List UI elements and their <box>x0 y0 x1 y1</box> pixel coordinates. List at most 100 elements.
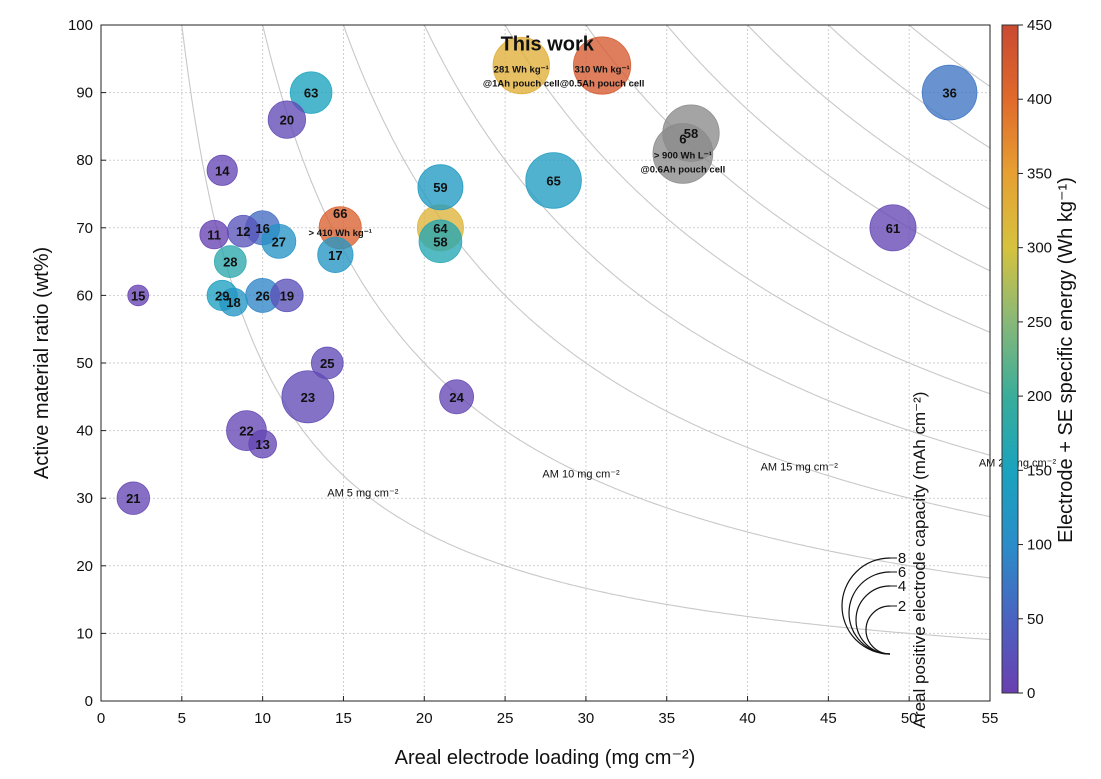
bubble-point <box>127 284 150 307</box>
bubble-label: 24 <box>449 390 464 405</box>
colorbar-ticks: 0 50 100 150 200 250 300 350 400 450 <box>1018 17 1052 702</box>
bubble-point <box>572 36 632 95</box>
bubble-label: 58 <box>684 126 698 141</box>
bubble-label: 18 <box>226 295 240 310</box>
bubble-label: 15 <box>131 288 145 303</box>
size-legend-value: 6 <box>898 564 906 581</box>
capacity-size-legend: 2 468 Areal positive electrode capacity (m… <box>841 392 929 729</box>
colorbar-tick-label: 200 <box>1027 388 1052 405</box>
iso-curve-am-20 <box>423 25 990 456</box>
y-tick-label: 10 <box>76 625 93 642</box>
bubble-note: @1Ah pouch cell <box>483 79 560 90</box>
y-tick-label: 90 <box>76 85 93 102</box>
colorbar-tick-label: 350 <box>1027 165 1052 182</box>
x-tick-label: 30 <box>578 710 595 727</box>
bubble-label: 13 <box>255 437 269 452</box>
iso-curve-am-25 <box>504 25 990 395</box>
bubble-point <box>317 236 354 273</box>
bubble-label: 6 <box>679 131 686 146</box>
bubble-label: 12 <box>236 224 250 239</box>
size-legend-value: 2 <box>898 598 906 615</box>
y-axis-ticks: 0 10 20 30 40 50 60 70 80 90 100 <box>68 17 106 710</box>
bubble-point <box>417 164 464 211</box>
bubble-layer <box>116 36 978 515</box>
colorbar-gradient <box>1001 24 1019 694</box>
bubble-point <box>248 429 277 459</box>
bubble-note: 310 Wh kg⁻¹ <box>574 65 629 76</box>
bubble-label: 22 <box>239 424 253 439</box>
bubble-label: 11 <box>207 228 221 243</box>
size-legend-circle <box>841 557 891 655</box>
bubble-label: 19 <box>280 288 294 303</box>
bubble-point <box>289 71 333 114</box>
x-axis-title: Areal electrode loading (mg cm⁻²) <box>395 747 696 769</box>
bubble-label: 36 <box>942 86 956 101</box>
bubble-label: 26 <box>255 288 269 303</box>
x-tick-label: 5 <box>178 710 186 727</box>
iso-curve-am-35 <box>666 25 990 272</box>
x-tick-label: 35 <box>658 710 675 727</box>
colorbar-title: Electrode + SE specific energy (Wh kg⁻¹) <box>1055 177 1077 543</box>
bubble-note: > 410 Wh kg⁻¹ <box>309 228 372 239</box>
iso-curve-label: AM 5 mg cm⁻² <box>327 487 399 499</box>
x-tick-label: 40 <box>739 710 756 727</box>
bubble-label: 27 <box>272 234 286 249</box>
iso-curve-label: AM 15 mg cm⁻² <box>761 461 839 473</box>
x-tick-label: 45 <box>820 710 837 727</box>
y-tick-label: 60 <box>76 287 93 304</box>
bubble-note: @0.6Ah pouch cell <box>641 164 726 175</box>
bubble-label-layer: This work 281 Wh kg⁻¹ @1Ah pouch cell 310 W… <box>126 34 957 507</box>
bubble-label: 66 <box>333 206 347 221</box>
iso-mass-curves <box>181 25 990 641</box>
bubble-label: 23 <box>301 390 315 405</box>
size-legend-value: 8 <box>898 550 906 567</box>
iso-curve-am-45 <box>828 25 990 149</box>
iso-curve-label: AM 10 mg cm⁻² <box>542 468 620 480</box>
bubble-point <box>219 287 248 317</box>
bubble-point <box>281 370 335 424</box>
colorbar-tick-label: 0 <box>1027 685 1035 702</box>
iso-curve-am-5 <box>181 25 990 641</box>
bubble-label: 14 <box>215 163 230 178</box>
iso-curve-am-30 <box>585 25 990 333</box>
size-legend-circle <box>865 605 891 655</box>
bubble-label: 16 <box>255 221 269 236</box>
grid-lines <box>101 25 990 701</box>
colorbar-tick-label: 400 <box>1027 91 1052 108</box>
bubble-label: 59 <box>433 180 447 195</box>
iso-mass-labels: AM 5 mg cm⁻²AM 10 mg cm⁻²AM 15 mg cm⁻² AM… <box>327 458 1056 500</box>
size-legend-title: Areal positive electrode capacity (mAh c… <box>910 392 929 729</box>
bubble-label: 64 <box>433 221 448 236</box>
bubble-point <box>921 64 978 121</box>
bubble-label: 25 <box>320 356 334 371</box>
iso-curve-am-50 <box>908 25 990 87</box>
colorbar-tick-label: 100 <box>1027 537 1052 554</box>
x-tick-label: 50 <box>901 710 918 727</box>
iso-curve-am-10 <box>262 25 990 579</box>
bubble-point <box>267 100 307 139</box>
y-tick-label: 100 <box>68 17 93 34</box>
bubble-label: 58 <box>433 234 447 249</box>
bubble-label: 61 <box>886 221 900 236</box>
bubble-label: 65 <box>546 173 560 188</box>
x-axis-ticks: 0 5 10 15 20 25 30 35 40 45 50 55 <box>97 696 998 727</box>
x-tick-label: 20 <box>416 710 433 727</box>
y-tick-label: 40 <box>76 423 93 440</box>
y-tick-label: 50 <box>76 355 93 372</box>
colorbar <box>1001 24 1019 694</box>
colorbar-tick-label: 150 <box>1027 462 1052 479</box>
iso-curve-am-40 <box>747 25 990 210</box>
bubble-label: 63 <box>304 86 318 101</box>
bubble-label: 17 <box>328 248 342 263</box>
y-tick-label: 20 <box>76 558 93 575</box>
this-work-label: This work <box>501 34 595 56</box>
colorbar-tick-label: 300 <box>1027 240 1052 257</box>
y-tick-label: 0 <box>85 693 93 710</box>
x-tick-label: 25 <box>497 710 514 727</box>
colorbar-tick-label: 250 <box>1027 314 1052 331</box>
bubble-point <box>213 245 247 278</box>
bubble-point <box>492 36 550 95</box>
bubble-point <box>116 481 151 515</box>
bubble-label: 21 <box>126 491 140 506</box>
y-tick-label: 70 <box>76 220 93 237</box>
